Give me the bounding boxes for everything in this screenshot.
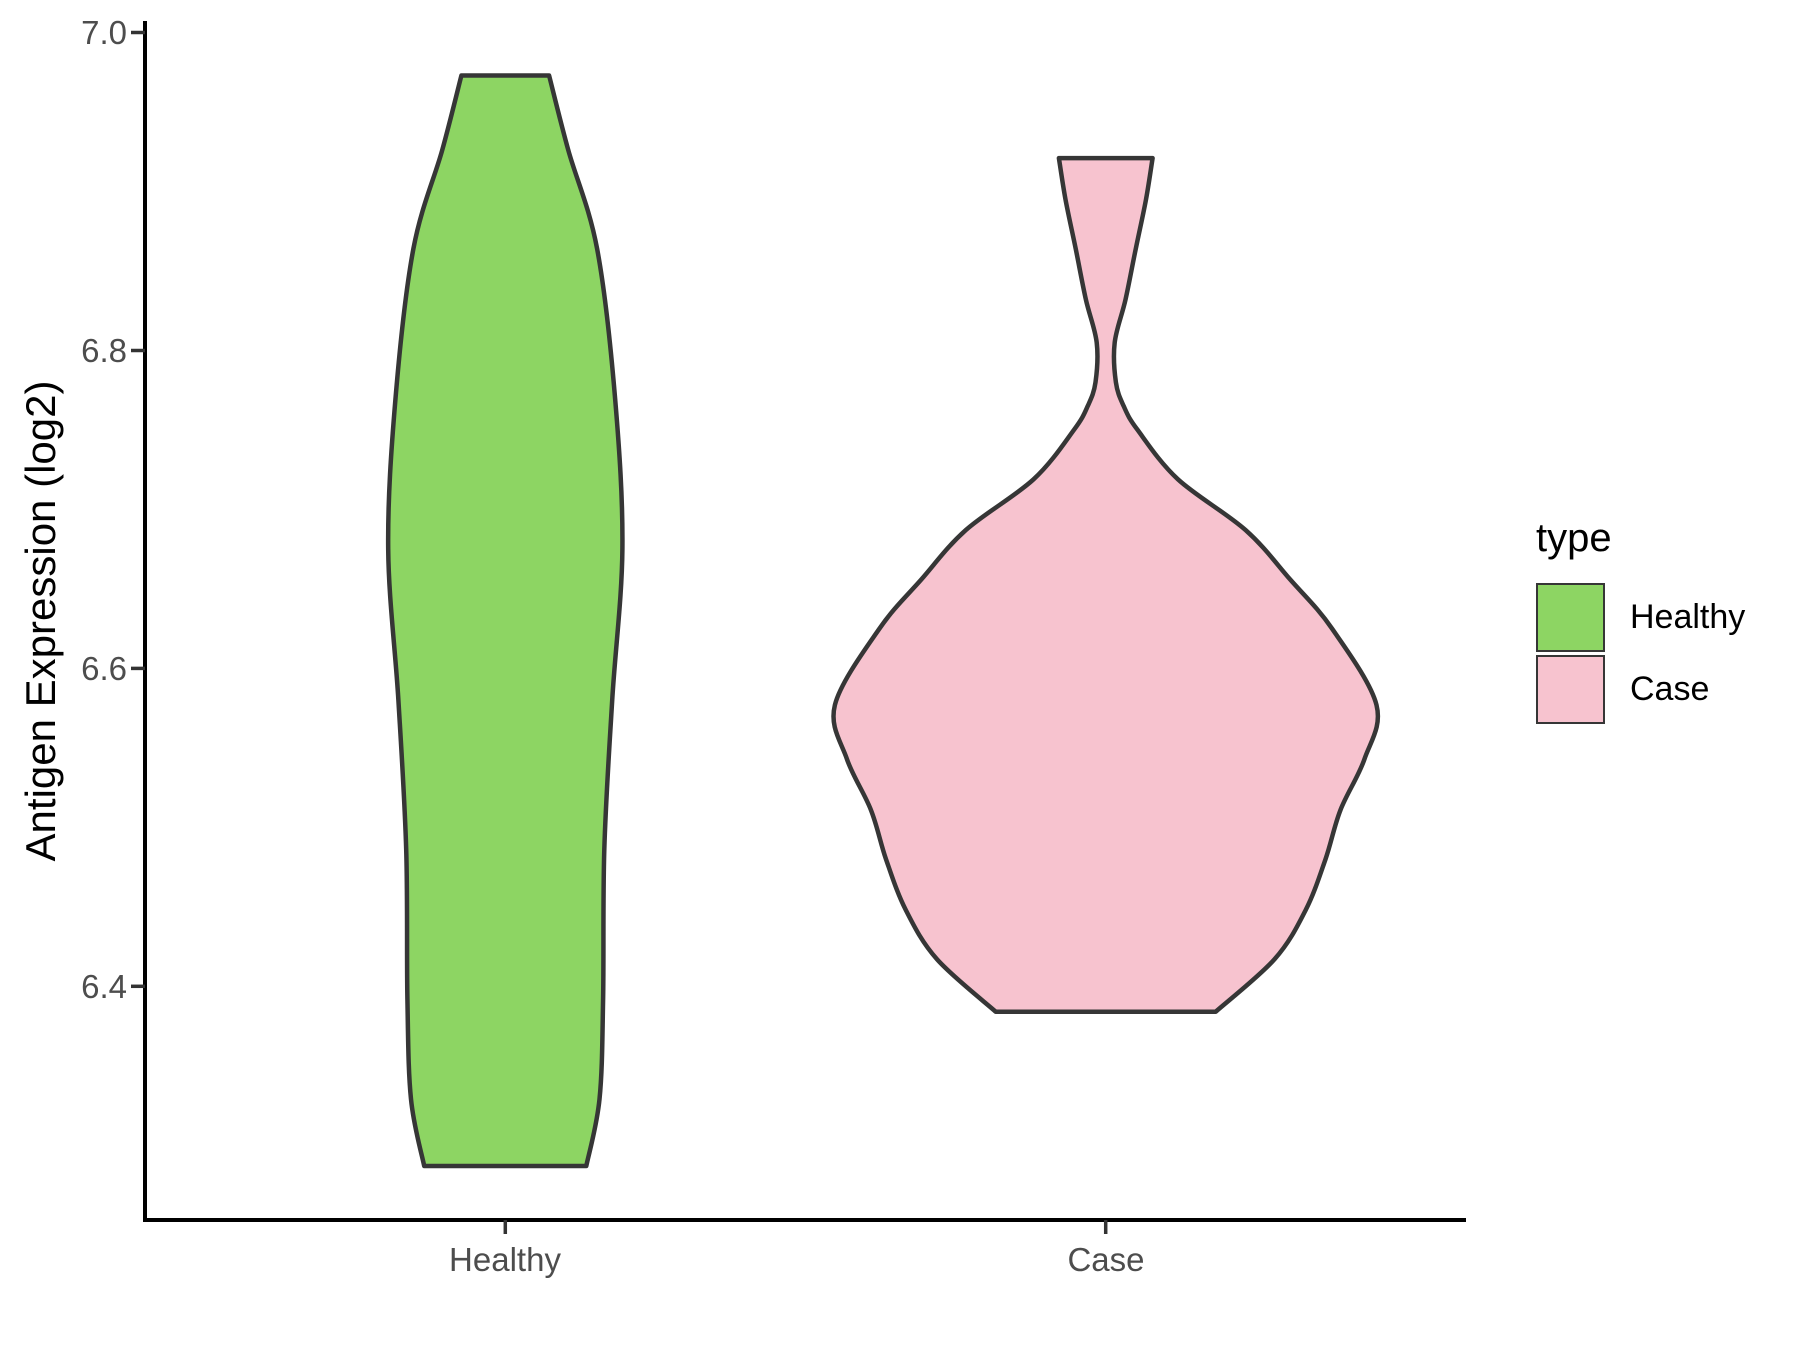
legend-label-case: Case <box>1630 670 1710 708</box>
y-axis-title: Antigen Expression (log2) <box>17 380 64 862</box>
y-tick-label-6-4: 6.4 <box>81 968 127 1005</box>
x-tick-label-healthy: Healthy <box>449 1241 561 1278</box>
legend: type Healthy Case <box>1536 0 1796 1350</box>
legend-swatch-healthy <box>1536 582 1605 652</box>
legend-swatch-case <box>1536 654 1605 724</box>
violin-healthy <box>385 73 625 1169</box>
violin-case <box>831 155 1381 1015</box>
legend-item-healthy: Healthy <box>1536 582 1745 652</box>
y-tick-label-7-0: 7.0 <box>81 14 127 51</box>
x-tick-label-case: Case <box>1067 1241 1145 1278</box>
legend-label-healthy: Healthy <box>1630 598 1746 636</box>
legend-title: type <box>1536 516 1612 560</box>
y-tick-label-6-6: 6.6 <box>81 650 127 687</box>
y-tick-label-6-8: 6.8 <box>81 332 127 369</box>
legend-item-case: Case <box>1536 654 1709 724</box>
